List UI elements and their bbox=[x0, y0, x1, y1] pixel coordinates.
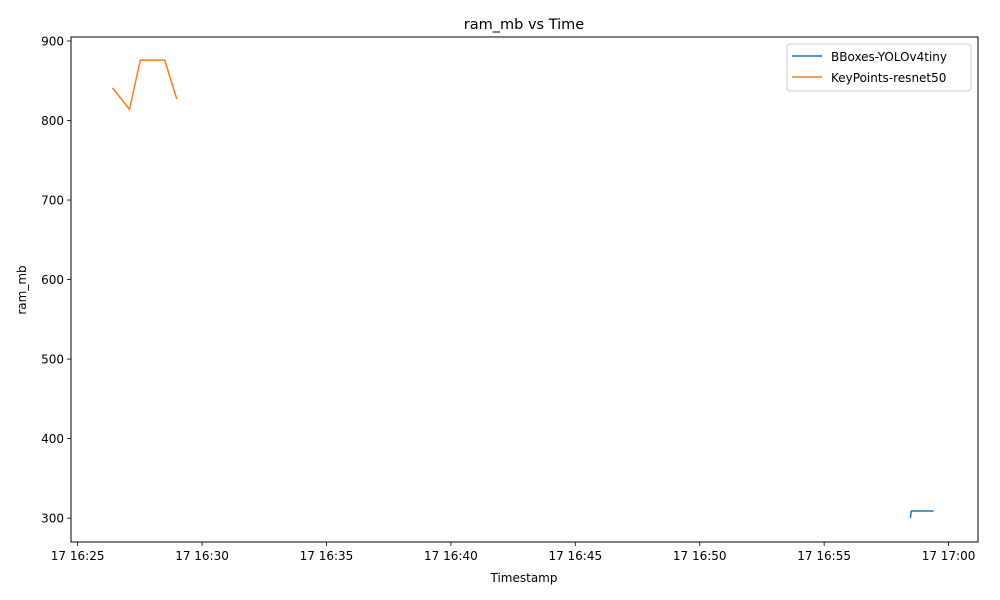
x-tick-label: 17 16:40 bbox=[424, 549, 478, 563]
y-tick-label: 600 bbox=[41, 273, 64, 287]
plot-area bbox=[111, 59, 934, 519]
x-tick-label: 17 16:50 bbox=[673, 549, 727, 563]
y-axis-label: ram_mb bbox=[15, 265, 29, 314]
axis-ticks: 300 400 500 600 700 800 900 17 16:25 17 16:30 17 … bbox=[41, 34, 975, 563]
y-tick-label: 300 bbox=[41, 512, 64, 526]
legend-label-bboxes: BBoxes-YOLOv4tiny bbox=[831, 50, 947, 64]
axes-frame bbox=[70, 36, 979, 543]
series-line-bboxes-yolov4tiny bbox=[909, 510, 934, 519]
x-tick-label: 17 16:55 bbox=[797, 549, 851, 563]
y-tick-label: 500 bbox=[41, 353, 64, 367]
y-tick-label: 400 bbox=[41, 432, 64, 446]
legend: BBoxes-YOLOv4tiny KeyPoints-resnet50 bbox=[786, 43, 972, 92]
x-tick-label: 17 16:35 bbox=[300, 549, 354, 563]
x-tick-label: 17 16:45 bbox=[548, 549, 602, 563]
y-tick-label: 700 bbox=[41, 194, 64, 208]
chart-title: ram_mb vs Time bbox=[464, 17, 584, 33]
x-tick-label: 17 16:30 bbox=[175, 549, 229, 563]
legend-box bbox=[786, 43, 972, 92]
series-line-keypoints-resnet50 bbox=[111, 59, 178, 111]
y-tick-label: 800 bbox=[41, 114, 64, 128]
legend-label-keypoints: KeyPoints-resnet50 bbox=[831, 71, 946, 85]
y-tick-label: 900 bbox=[41, 34, 64, 48]
x-tick-label: 17 16:25 bbox=[51, 549, 105, 563]
x-axis-label: Timestamp bbox=[490, 571, 558, 585]
x-tick-label: 17 17:00 bbox=[922, 549, 976, 563]
